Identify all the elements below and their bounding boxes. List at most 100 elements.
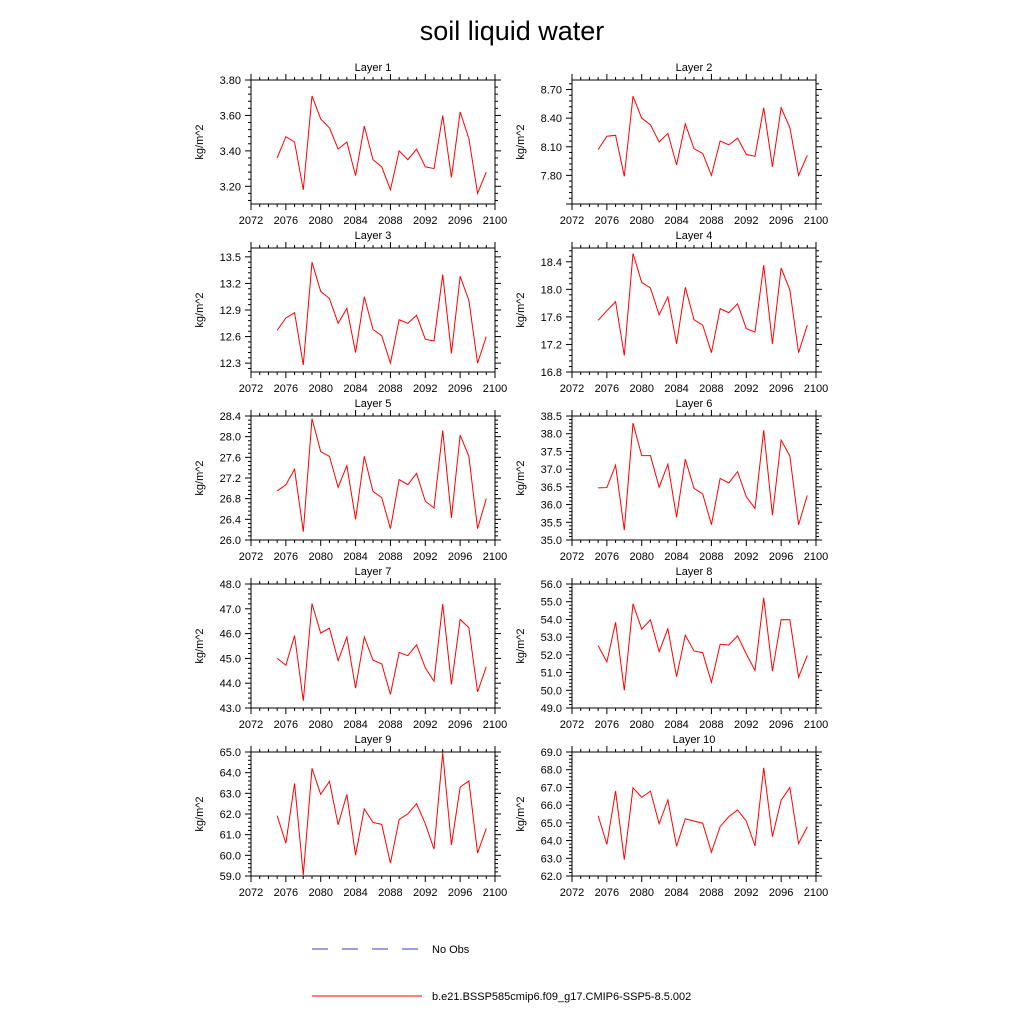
y-tick-label: 27.6 bbox=[220, 452, 241, 464]
y-tick-label: 62.0 bbox=[541, 871, 562, 883]
y-tick-label: 66.0 bbox=[541, 800, 562, 812]
y-tick-label: 65.0 bbox=[541, 818, 562, 830]
y-tick-label: 37.0 bbox=[541, 464, 562, 476]
x-tick-label: 2096 bbox=[448, 551, 472, 563]
x-tick-label: 2076 bbox=[595, 719, 619, 731]
x-tick-label: 2092 bbox=[413, 215, 437, 227]
y-tick-label: 8.10 bbox=[541, 142, 562, 154]
y-tick-label: 13.2 bbox=[220, 278, 241, 290]
y-tick-label: 18.0 bbox=[541, 284, 562, 296]
x-tick-label: 2084 bbox=[664, 551, 688, 563]
panels: Layer 1 2072 2076 2080 2084 2088 2092 2096 2100 3… bbox=[194, 62, 828, 899]
x-tick-label: 2076 bbox=[274, 383, 298, 395]
y-tick-label: 55.0 bbox=[541, 597, 562, 609]
plot-frame bbox=[571, 583, 817, 709]
x-tick-label: 2076 bbox=[274, 551, 298, 563]
y-axis-label: kg/m^2 bbox=[515, 292, 527, 327]
x-tick-label: 2080 bbox=[308, 551, 332, 563]
plot-frame bbox=[571, 79, 817, 205]
y-tick-label: 64.0 bbox=[541, 836, 562, 848]
y-tick-label: 63.0 bbox=[541, 853, 562, 865]
x-tick-label: 2096 bbox=[448, 383, 472, 395]
x-tick-label: 2072 bbox=[560, 719, 584, 731]
panel-title: Layer 7 bbox=[355, 566, 392, 578]
series-line bbox=[597, 253, 808, 356]
y-tick-label: 35.5 bbox=[541, 517, 562, 529]
x-tick-label: 2096 bbox=[769, 215, 793, 227]
x-tick-label: 2084 bbox=[664, 887, 688, 899]
x-tick-label: 2088 bbox=[378, 887, 402, 899]
x-tick-label: 2072 bbox=[239, 215, 263, 227]
x-tick-label: 2076 bbox=[274, 215, 298, 227]
y-tick-label: 37.5 bbox=[541, 446, 562, 458]
y-axis-label: kg/m^2 bbox=[515, 796, 527, 831]
x-tick-label: 2072 bbox=[560, 887, 584, 899]
y-tick-label: 61.0 bbox=[220, 830, 241, 842]
x-tick-label: 2088 bbox=[378, 719, 402, 731]
x-tick-label: 2080 bbox=[629, 215, 653, 227]
y-tick-label: 68.0 bbox=[541, 765, 562, 777]
x-tick-label: 2076 bbox=[274, 887, 298, 899]
series-line bbox=[598, 422, 808, 531]
y-tick-label: 65.0 bbox=[220, 747, 241, 759]
x-tick-label: 2100 bbox=[804, 719, 828, 731]
y-axis-label: kg/m^2 bbox=[194, 460, 206, 495]
x-tick-label: 2100 bbox=[483, 887, 507, 899]
y-tick-label: 50.0 bbox=[541, 685, 562, 697]
y-tick-label: 26.4 bbox=[220, 514, 241, 526]
y-axis-label: kg/m^2 bbox=[194, 796, 206, 831]
y-axis-label: kg/m^2 bbox=[194, 124, 206, 159]
y-tick-label: 8.40 bbox=[541, 113, 562, 125]
x-tick-label: 2084 bbox=[664, 719, 688, 731]
x-tick-label: 2072 bbox=[239, 719, 263, 731]
y-tick-label: 18.4 bbox=[541, 257, 562, 269]
plot-frame bbox=[250, 415, 496, 541]
plot-frame bbox=[571, 247, 817, 373]
x-tick-label: 2088 bbox=[699, 215, 723, 227]
y-tick-label: 28.0 bbox=[220, 432, 241, 444]
y-tick-label: 38.5 bbox=[541, 411, 562, 423]
x-tick-label: 2072 bbox=[239, 383, 263, 395]
series-line bbox=[276, 752, 487, 876]
y-tick-label: 7.80 bbox=[541, 170, 562, 182]
panel-5: Layer 5 2072 2076 2080 2084 2088 2092 2096 2100 2… bbox=[194, 398, 507, 563]
panel-3: Layer 3 2072 2076 2080 2084 2088 2092 2096 2100 1… bbox=[194, 230, 507, 395]
plot-frame bbox=[250, 751, 496, 877]
x-tick-label: 2100 bbox=[483, 215, 507, 227]
y-tick-label: 3.80 bbox=[220, 75, 241, 87]
y-tick-label: 62.0 bbox=[220, 809, 241, 821]
x-tick-label: 2096 bbox=[769, 719, 793, 731]
panel-title: Layer 4 bbox=[676, 230, 713, 242]
y-tick-label: 63.0 bbox=[220, 788, 241, 800]
panel-2: Layer 2 2072 2076 2080 2084 2088 2092 2096 2100 7… bbox=[515, 62, 828, 227]
x-tick-label: 2084 bbox=[664, 383, 688, 395]
y-tick-label: 54.0 bbox=[541, 614, 562, 626]
x-tick-label: 2076 bbox=[595, 887, 619, 899]
x-tick-label: 2072 bbox=[560, 383, 584, 395]
x-tick-label: 2100 bbox=[483, 551, 507, 563]
y-axis-label: kg/m^2 bbox=[194, 628, 206, 663]
panel-8: Layer 8 2072 2076 2080 2084 2088 2092 2096 2100 4… bbox=[515, 566, 828, 731]
y-tick-label: 35.0 bbox=[541, 535, 562, 547]
panel-6: Layer 6 2072 2076 2080 2084 2088 2092 2096 2100 3… bbox=[515, 398, 828, 563]
x-tick-label: 2084 bbox=[343, 719, 367, 731]
y-tick-label: 53.0 bbox=[541, 632, 562, 644]
x-tick-label: 2096 bbox=[769, 383, 793, 395]
plot-frame bbox=[571, 751, 817, 877]
y-axis-label: kg/m^2 bbox=[194, 292, 206, 327]
x-tick-label: 2080 bbox=[308, 383, 332, 395]
x-tick-label: 2088 bbox=[699, 719, 723, 731]
y-tick-label: 12.9 bbox=[220, 305, 241, 317]
y-tick-label: 64.0 bbox=[220, 768, 241, 780]
y-tick-label: 56.0 bbox=[541, 579, 562, 591]
y-tick-label: 3.40 bbox=[220, 146, 241, 158]
y-tick-label: 49.0 bbox=[541, 703, 562, 715]
x-tick-label: 2076 bbox=[595, 215, 619, 227]
x-tick-label: 2088 bbox=[699, 887, 723, 899]
x-tick-label: 2100 bbox=[804, 551, 828, 563]
y-tick-label: 46.0 bbox=[220, 629, 241, 641]
x-tick-label: 2080 bbox=[308, 215, 332, 227]
x-tick-label: 2080 bbox=[629, 551, 653, 563]
x-tick-label: 2084 bbox=[343, 551, 367, 563]
